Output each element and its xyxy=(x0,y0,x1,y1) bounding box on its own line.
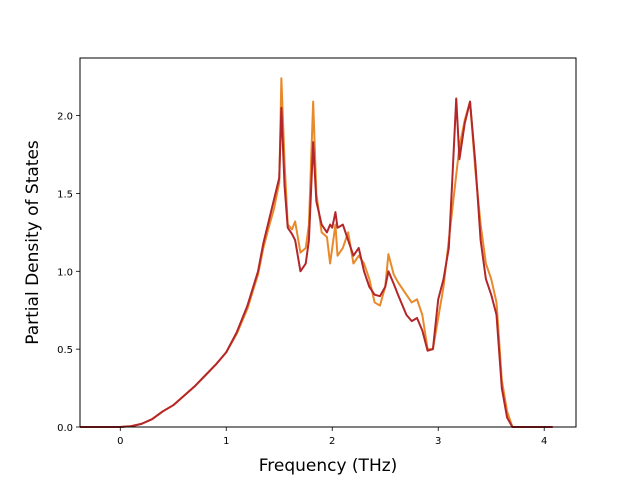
y-tick-label: 0.5 xyxy=(57,345,73,356)
y-tick-label: 1.5 xyxy=(57,189,73,200)
y-tick-label: 2.0 xyxy=(57,112,73,123)
y-tick-label: 0.0 xyxy=(57,423,73,434)
x-axis-label: Frequency (THz) xyxy=(259,456,398,476)
x-tick-label: 1 xyxy=(223,436,229,447)
y-tick-label: 1.0 xyxy=(57,267,73,278)
x-tick-label: 3 xyxy=(435,436,441,447)
x-tick-label: 4 xyxy=(541,436,547,447)
y-axis-label: Partial Density of States xyxy=(23,140,43,345)
series-layer xyxy=(80,77,553,428)
series-line-2 xyxy=(80,97,553,428)
ticks-layer: 0 1 2 3 4 0.0 0.5 1.0 1.5 2.0 xyxy=(57,112,547,447)
axes-frame xyxy=(79,57,577,428)
x-tick-label: 2 xyxy=(329,436,335,447)
x-tick-label: 0 xyxy=(117,436,123,447)
